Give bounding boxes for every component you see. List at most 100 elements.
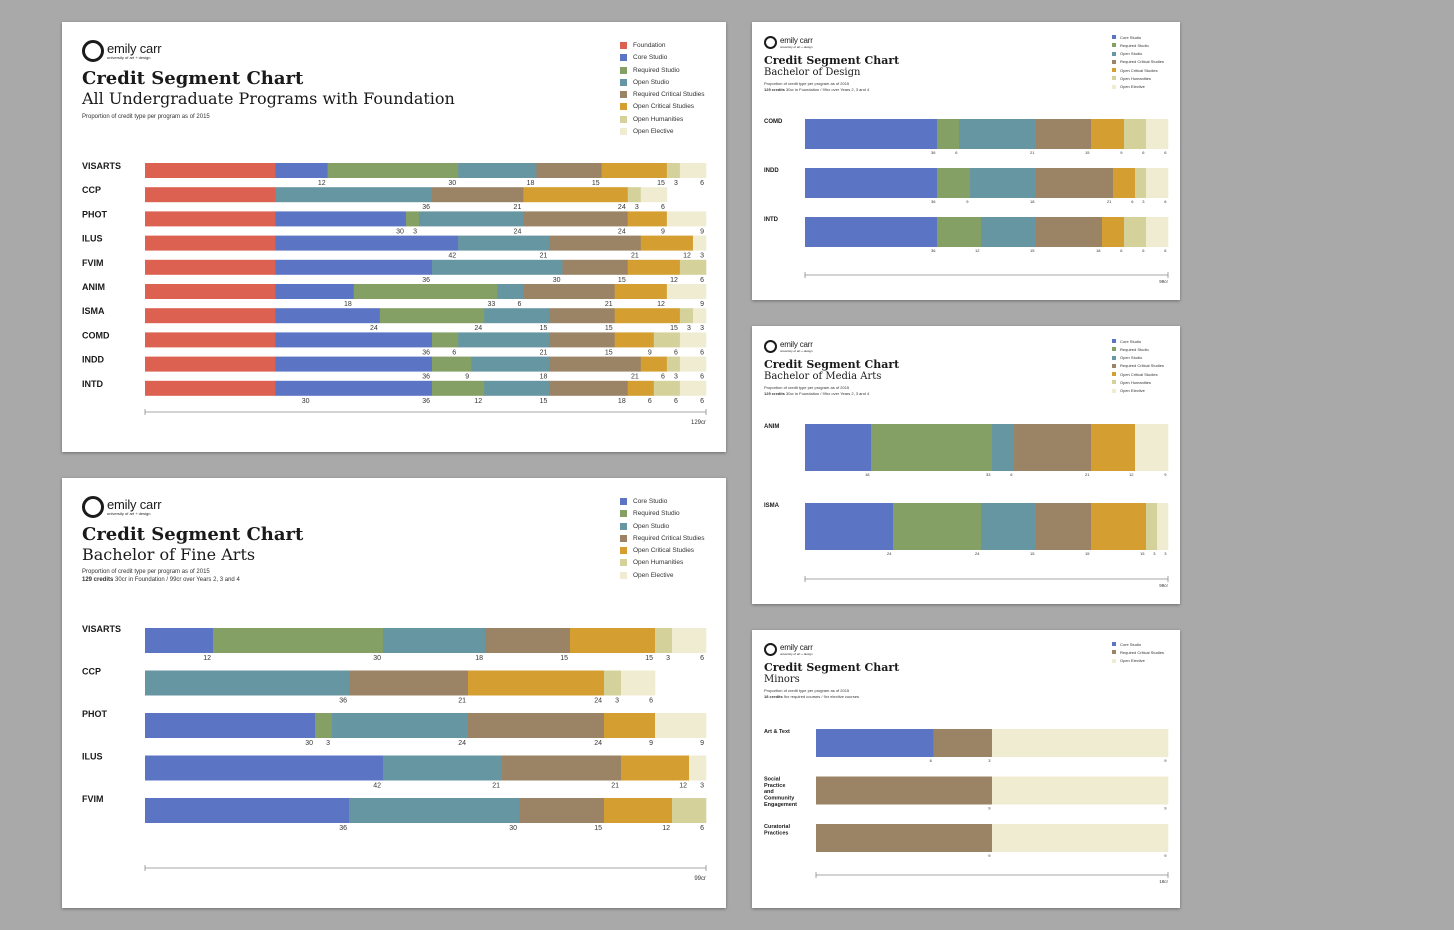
bar-segment-foundation	[145, 259, 276, 275]
chart-note: Proportion of credit type per program as…	[764, 385, 899, 397]
data-label-elec: 6	[1164, 199, 1167, 204]
bar-segment-hum	[653, 380, 681, 396]
bar-segment-ocs	[1113, 168, 1136, 198]
category-label: INTD	[82, 379, 103, 389]
data-label-core: 30	[396, 228, 404, 235]
category-label: Curatorial Practices	[764, 824, 790, 836]
legend-swatch	[1112, 347, 1116, 352]
data-label-open: 30	[553, 277, 561, 284]
logo-tagline: university of art + design	[107, 511, 151, 516]
bar-segment-open	[458, 163, 537, 178]
data-label-open: 18	[475, 655, 483, 662]
category-label: INDD	[764, 168, 779, 174]
legend-label: Open Critical Studies	[633, 547, 695, 555]
data-label-ocs: 12	[679, 783, 687, 790]
bar-segment-ocs	[604, 713, 656, 738]
legend-label: Open Elective	[633, 128, 674, 136]
bar-segment-hum	[666, 356, 681, 372]
bar-segment-elec	[666, 284, 707, 299]
bar-segment-rcs	[549, 235, 642, 251]
bar-segment-ocs	[1091, 503, 1147, 550]
legend-label: Open Studio	[1120, 355, 1143, 361]
data-label-ocs: 9	[648, 349, 652, 356]
data-label-ocs: 12	[662, 825, 670, 832]
legend-label: Open Elective	[1120, 658, 1145, 664]
legend-label: Core Studio	[1120, 34, 1142, 40]
category-label-line: and	[764, 789, 774, 795]
data-label-hum: 6	[1142, 150, 1145, 155]
bar-segment-rcs	[485, 628, 571, 653]
bar-segment-foundation	[145, 163, 276, 178]
chart-note-detail: 30cr in Foundation / 99cr over Years 2, …	[113, 577, 240, 584]
legend-item-core-studio: Core Studio	[620, 54, 705, 62]
data-label-elec: 6	[700, 655, 704, 662]
bar-segment-elec	[1146, 217, 1169, 247]
legend-label: Open Humanities	[633, 559, 684, 567]
data-label-hum: 6	[674, 349, 678, 356]
chart-note-detail: 30cr in Foundation / 99cr over Years 2, …	[784, 390, 870, 396]
data-label-required: 3	[413, 228, 417, 235]
bar-segment-ocs	[621, 755, 690, 781]
bar-segment-core	[805, 503, 894, 550]
data-label-open: 30	[509, 825, 517, 832]
chart-note-detail: 30cr in Foundation / 99cr over Years 2, …	[784, 86, 870, 92]
legend-swatch	[620, 115, 627, 123]
bar-segment-core	[275, 284, 355, 299]
category-label-line: ILUS	[82, 752, 103, 762]
data-label-open: 18	[527, 180, 535, 187]
bar-segment-hum	[672, 798, 707, 823]
bar-segment-core	[145, 755, 384, 781]
bar-row-fvim: FVIM 36 30 15 12 6	[82, 794, 707, 832]
bar-segment-hum	[666, 163, 681, 178]
data-label-required: 3	[326, 740, 330, 747]
legend-item-required-critical-studies: Required Critical Studies	[1112, 363, 1164, 368]
legend-item-open-elective: Open Elective	[1112, 388, 1164, 393]
bar-segment-ocs	[1102, 217, 1125, 247]
category-label-line: INDD	[764, 168, 779, 174]
bar-segment-required	[432, 356, 472, 372]
legend-item-open-elective: Open Elective	[620, 571, 705, 579]
bar-segment-open	[383, 755, 503, 781]
legend-item-required-critical-studies: Required Critical Studies	[620, 534, 705, 542]
category-label-line: COMD	[764, 119, 783, 125]
legend-swatch	[1112, 388, 1116, 393]
bar-segment-open	[497, 284, 524, 299]
data-label-rcs: 21	[631, 374, 639, 381]
data-label-hum: 3	[1142, 199, 1145, 204]
legend-swatch	[620, 571, 627, 579]
chart-note-line: Proportion of credit type per program as…	[764, 688, 850, 694]
category-label-line: Engagement	[764, 802, 797, 808]
data-label-required: 24	[975, 551, 980, 556]
data-label-rcs: 21	[611, 783, 619, 790]
emily-carr-logo: emily carr university of art + design	[764, 340, 899, 353]
bar-segment-rcs	[502, 755, 622, 781]
bar-segment-open	[432, 259, 563, 275]
bar-segment-rcs	[549, 332, 615, 348]
axis-total-label: 129cr	[691, 420, 706, 426]
legend-label: Open Humanities	[1120, 75, 1151, 81]
bar-segment-open	[970, 168, 1037, 198]
data-label-elec: 9	[1164, 758, 1167, 763]
bar-segment-hum	[627, 187, 642, 203]
bar-segment-hum	[1124, 119, 1147, 149]
bar-row-ilus: ILUS 42 21 21 12 3	[82, 752, 707, 790]
chart-note-line: Proportion of credit type per program as…	[82, 568, 210, 575]
bar-segment-foundation	[145, 235, 276, 251]
bar-segment-elec	[640, 187, 668, 203]
category-label-line: VISARTS	[82, 161, 121, 171]
category-label: COMD	[764, 119, 783, 125]
category-label: CCP	[82, 667, 101, 677]
legend-swatch	[1112, 650, 1116, 655]
bar-segment-rcs	[432, 187, 524, 203]
data-label-required: 6	[452, 349, 456, 356]
bar-segment-rcs	[523, 284, 615, 299]
data-label-elec: 9	[1164, 853, 1167, 858]
legend-swatch	[620, 66, 627, 74]
legend-swatch	[1112, 51, 1116, 56]
data-label-core: 36	[422, 374, 430, 381]
data-label-open: 18	[1030, 199, 1035, 204]
bar-segment-ocs	[640, 235, 694, 251]
data-label-core: 36	[339, 825, 347, 832]
panel-fine-arts: VISARTS 12 30 18 15 15 3 6 CCP 36 21 24 3 6 PHOT 30 3 24 2…	[62, 478, 726, 908]
